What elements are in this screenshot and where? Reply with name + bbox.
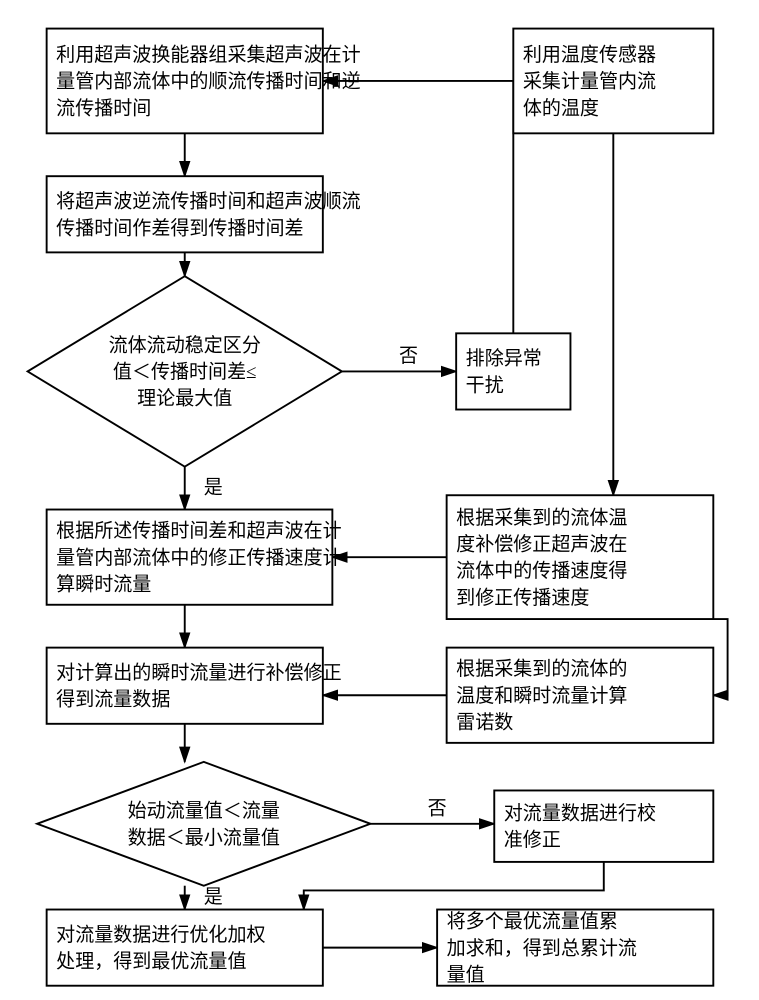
edge-label: 否 bbox=[399, 346, 418, 367]
edge-label: 是 bbox=[204, 477, 223, 498]
flow-node-n5 bbox=[456, 333, 570, 409]
flow-node-n11 bbox=[494, 790, 713, 861]
edge-label: 否 bbox=[428, 798, 447, 819]
flow-node-n3 bbox=[47, 176, 323, 252]
flow-decision-n10 bbox=[37, 762, 370, 886]
edge-label: 是 bbox=[204, 887, 223, 908]
flow-node-n8 bbox=[47, 648, 323, 724]
flow-node-n12 bbox=[47, 910, 323, 986]
